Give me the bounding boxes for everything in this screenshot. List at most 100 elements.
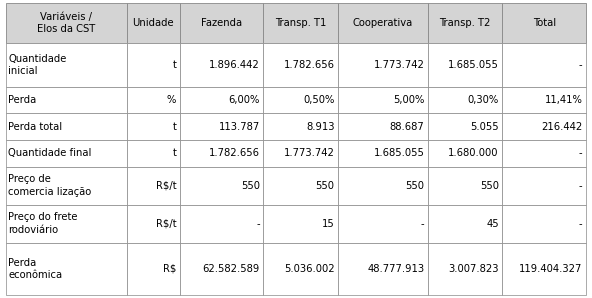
Text: -: -	[579, 60, 583, 70]
Bar	[428, 43, 503, 87]
Text: Perda total: Perda total	[8, 122, 62, 132]
Text: 11,41%: 11,41%	[545, 95, 583, 105]
Bar	[503, 167, 586, 205]
Bar	[338, 87, 428, 113]
Text: 1.680.000: 1.680.000	[448, 148, 499, 158]
Text: Variáveis /
Elos da CST: Variáveis / Elos da CST	[37, 12, 95, 34]
Text: 113.787: 113.787	[218, 122, 260, 132]
Bar	[127, 243, 179, 295]
Bar	[503, 43, 586, 87]
Bar	[338, 167, 428, 205]
Text: R$/t: R$/t	[156, 219, 176, 229]
Bar	[428, 243, 503, 295]
Bar	[428, 87, 503, 113]
Text: 3.007.823: 3.007.823	[448, 264, 499, 274]
Text: Unidade: Unidade	[133, 18, 174, 28]
Bar	[338, 140, 428, 167]
Text: 1.685.055: 1.685.055	[448, 60, 499, 70]
Bar	[179, 3, 263, 43]
Text: 5,00%: 5,00%	[393, 95, 424, 105]
Bar	[6, 43, 127, 87]
Bar	[127, 113, 179, 140]
Text: 48.777.913: 48.777.913	[367, 264, 424, 274]
Bar	[127, 140, 179, 167]
Text: -: -	[256, 219, 260, 229]
Bar	[127, 87, 179, 113]
Text: t: t	[172, 148, 176, 158]
Text: 62.582.589: 62.582.589	[202, 264, 260, 274]
Text: R$: R$	[163, 264, 176, 274]
Bar	[6, 205, 127, 243]
Bar	[179, 205, 263, 243]
Bar	[263, 3, 338, 43]
Bar	[179, 243, 263, 295]
Bar	[263, 87, 338, 113]
Text: Transp. T2: Transp. T2	[439, 18, 491, 28]
Bar	[338, 205, 428, 243]
Text: -: -	[579, 181, 583, 191]
Text: 550: 550	[406, 181, 424, 191]
Text: Perda: Perda	[8, 95, 37, 105]
Text: 216.442: 216.442	[541, 122, 583, 132]
Bar	[6, 3, 127, 43]
Text: 550: 550	[480, 181, 499, 191]
Text: Preço de
comercia lização: Preço de comercia lização	[8, 174, 92, 197]
Text: 0,30%: 0,30%	[468, 95, 499, 105]
Text: t: t	[172, 60, 176, 70]
Text: 1.773.742: 1.773.742	[374, 60, 424, 70]
Text: Quantidade
inicial: Quantidade inicial	[8, 54, 67, 76]
Bar	[179, 43, 263, 87]
Text: 1.896.442: 1.896.442	[209, 60, 260, 70]
Bar	[338, 3, 428, 43]
Text: Perda
econômica: Perda econômica	[8, 258, 62, 280]
Bar	[127, 205, 179, 243]
Text: 1.773.742: 1.773.742	[284, 148, 334, 158]
Bar	[503, 243, 586, 295]
Text: 88.687: 88.687	[390, 122, 424, 132]
Bar	[179, 87, 263, 113]
Bar	[6, 140, 127, 167]
Text: 45: 45	[486, 219, 499, 229]
Bar	[179, 140, 263, 167]
Text: %: %	[167, 95, 176, 105]
Bar	[6, 113, 127, 140]
Text: 5.055: 5.055	[470, 122, 499, 132]
Text: 8.913: 8.913	[306, 122, 334, 132]
Bar	[428, 205, 503, 243]
Bar	[127, 3, 179, 43]
Text: -: -	[579, 148, 583, 158]
Bar	[263, 243, 338, 295]
Bar	[503, 87, 586, 113]
Text: 15: 15	[321, 219, 334, 229]
Text: 0,50%: 0,50%	[303, 95, 334, 105]
Bar	[428, 113, 503, 140]
Text: Cooperativa: Cooperativa	[353, 18, 413, 28]
Bar	[503, 205, 586, 243]
Bar	[6, 167, 127, 205]
Bar	[503, 113, 586, 140]
Bar	[6, 243, 127, 295]
Bar	[338, 243, 428, 295]
Text: t: t	[172, 122, 176, 132]
Text: -: -	[579, 219, 583, 229]
Text: 550: 550	[241, 181, 260, 191]
Text: 1.782.656: 1.782.656	[209, 148, 260, 158]
Bar	[503, 140, 586, 167]
Bar	[263, 43, 338, 87]
Text: -: -	[421, 219, 424, 229]
Text: 119.404.327: 119.404.327	[519, 264, 583, 274]
Bar	[428, 167, 503, 205]
Bar	[263, 167, 338, 205]
Text: Quantidade final: Quantidade final	[8, 148, 92, 158]
Text: 1.685.055: 1.685.055	[374, 148, 424, 158]
Bar	[179, 113, 263, 140]
Bar	[127, 167, 179, 205]
Text: 550: 550	[316, 181, 334, 191]
Bar	[179, 167, 263, 205]
Text: Transp. T1: Transp. T1	[275, 18, 326, 28]
Bar	[263, 140, 338, 167]
Bar	[503, 3, 586, 43]
Text: Fazenda: Fazenda	[201, 18, 242, 28]
Bar	[428, 3, 503, 43]
Bar	[6, 87, 127, 113]
